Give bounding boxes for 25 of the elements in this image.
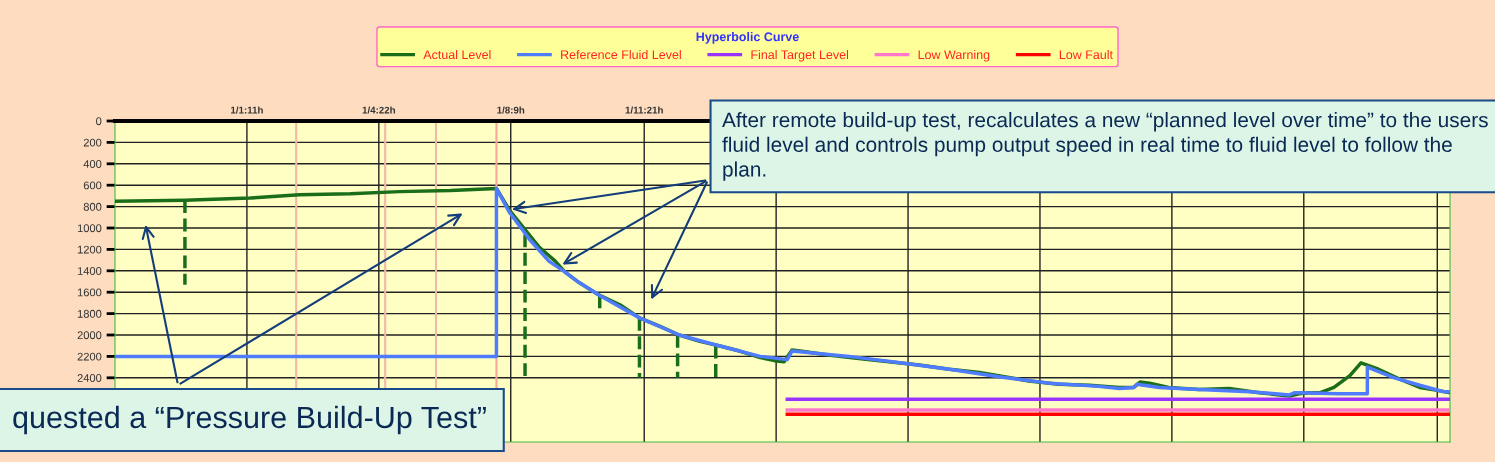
legend-title: Hyperbolic Curve (696, 32, 799, 44)
x-tick-label: 1/8:9h (497, 106, 525, 114)
y-tick-label: 2200 (77, 352, 102, 361)
y-tick-label: 1400 (77, 267, 102, 275)
y-tick-label: 1000 (77, 224, 102, 233)
x-tick-label: 1/1:11h (231, 106, 263, 114)
y-tick-label: 2000 (77, 331, 102, 340)
y-tick-label: 0 (96, 117, 102, 126)
y-tick-label: 200 (83, 138, 102, 147)
legend-label: Reference Fluid Level (561, 49, 681, 60)
y-tick-label: 1800 (77, 309, 102, 318)
y-tick-label: 2400 (77, 374, 102, 382)
y-tick-label: 600 (83, 181, 102, 190)
legend-label: Low Fault (1059, 49, 1113, 60)
x-tick-label: 1/4:22h (362, 106, 395, 114)
legend-label: Low Warning (918, 49, 990, 62)
y-tick-label: 1600 (77, 288, 102, 297)
annotation: After remote build-up test, recalculates a new “planned level over time” to the users fluid level and controls pump output speed in real time to fluid level to follow the plan. (722, 112, 1488, 181)
y-tick-label: 800 (83, 202, 102, 211)
y-tick-label: 400 (83, 160, 102, 168)
x-tick-label: 1/11:21h (625, 106, 663, 114)
annotation: quested a “Pressure Build-Up Test” (13, 405, 486, 435)
y-tick-label: 1200 (77, 245, 102, 254)
legend-label: Final Target Level (751, 49, 849, 62)
legend-label: Actual Level (423, 49, 491, 60)
